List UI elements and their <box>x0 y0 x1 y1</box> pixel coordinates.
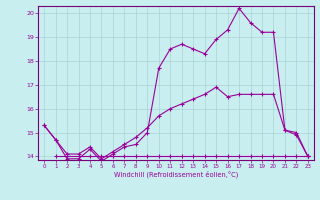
X-axis label: Windchill (Refroidissement éolien,°C): Windchill (Refroidissement éolien,°C) <box>114 171 238 178</box>
